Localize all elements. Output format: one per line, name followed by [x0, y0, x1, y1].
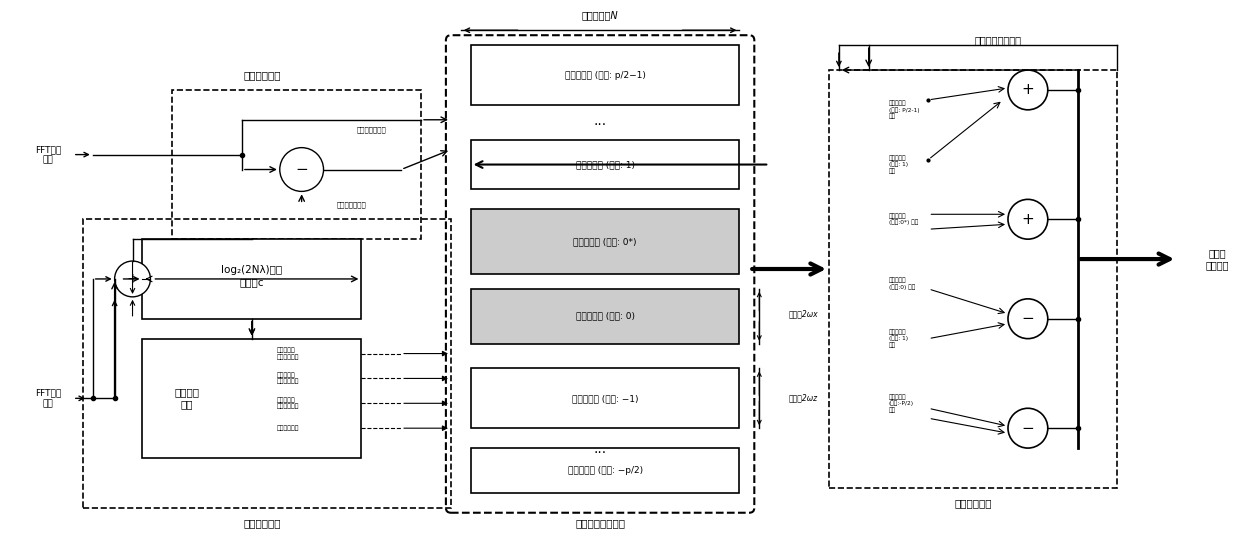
- Text: +: +: [1022, 212, 1034, 227]
- Text: FFT输出
数据: FFT输出 数据: [35, 145, 61, 164]
- Bar: [172, 90, 422, 239]
- Text: ···: ···: [594, 118, 606, 132]
- Circle shape: [280, 148, 324, 191]
- Text: 位宽：2ωx: 位宽：2ωx: [789, 309, 818, 318]
- Bar: [471, 209, 739, 274]
- Text: 基准存储器
读地址及使能: 基准存储器 读地址及使能: [277, 372, 299, 384]
- Text: 增量存储器 (标号: −1): 增量存储器 (标号: −1): [572, 394, 639, 403]
- Text: 存储阵列（两组）: 存储阵列（两组）: [575, 517, 625, 528]
- Text: +: +: [126, 272, 139, 286]
- Text: +: +: [1022, 82, 1034, 98]
- Text: ···: ···: [594, 446, 606, 460]
- Text: 增量存储器
写地址及使能: 增量存储器 写地址及使能: [277, 397, 299, 409]
- Circle shape: [1008, 70, 1048, 110]
- Text: 位宽：2ωz: 位宽：2ωz: [789, 394, 818, 403]
- Text: 增量存储器
(标号: P/2-1)
输出: 增量存储器 (标号: P/2-1) 输出: [889, 100, 919, 119]
- Text: 基准存储器
写地址及使能: 基准存储器 写地址及使能: [277, 348, 299, 360]
- Text: 读地址产生器输出: 读地址产生器输出: [975, 35, 1022, 45]
- Circle shape: [1008, 408, 1048, 448]
- Text: 增量存储器 (标号: −p/2): 增量存储器 (标号: −p/2): [568, 466, 642, 475]
- Text: log₂(2Nλ)比特
计数器c: log₂(2Nλ)比特 计数器c: [222, 265, 283, 287]
- Text: 乒乓控制信号: 乒乓控制信号: [277, 425, 299, 431]
- Bar: [471, 448, 739, 493]
- Text: 基准存储器 (标号: 0): 基准存储器 (标号: 0): [575, 312, 635, 321]
- Text: −: −: [1022, 311, 1034, 326]
- Bar: [471, 289, 739, 344]
- Circle shape: [1008, 299, 1048, 338]
- Bar: [471, 369, 739, 428]
- Text: 信号产生
电路: 信号产生 电路: [175, 388, 200, 409]
- Bar: [143, 338, 361, 458]
- Text: 增量存储器
(标号:-P/2)
输出: 增量存储器 (标号:-P/2) 输出: [889, 394, 914, 413]
- Circle shape: [114, 261, 150, 297]
- Text: 至数据
处理单元: 至数据 处理单元: [1205, 248, 1229, 270]
- Text: 增量存储器
(标号: 1)
输出: 增量存储器 (标号: 1) 输出: [889, 155, 908, 174]
- Text: 地址生成模块: 地址生成模块: [243, 517, 280, 528]
- Text: 基准存储器 (标号: 0*): 基准存储器 (标号: 0*): [573, 237, 637, 246]
- Text: −: −: [1022, 420, 1034, 436]
- Bar: [83, 219, 451, 508]
- Text: −: −: [295, 162, 308, 177]
- Bar: [828, 70, 1117, 488]
- Bar: [143, 239, 361, 319]
- Text: 基准存储器
(标号:0*) 输出: 基准存储器 (标号:0*) 输出: [889, 213, 918, 225]
- Text: 数据恢复模块: 数据恢复模块: [955, 498, 992, 508]
- Bar: [471, 140, 739, 189]
- Text: 增量存储器
(标号: 1)
输出: 增量存储器 (标号: 1) 输出: [889, 329, 908, 348]
- Text: 基准存储器
(标号:0) 输出: 基准存储器 (标号:0) 输出: [889, 278, 915, 290]
- Text: 存储深度：N: 存储深度：N: [582, 10, 619, 20]
- Bar: [471, 45, 739, 105]
- Circle shape: [1008, 199, 1048, 239]
- Text: 增量存储器 (标号: 1): 增量存储器 (标号: 1): [575, 160, 635, 169]
- Text: 数据差分模块: 数据差分模块: [243, 70, 280, 80]
- Text: 基准存储器输出: 基准存储器输出: [336, 201, 366, 208]
- Text: FFT输出
使能: FFT输出 使能: [35, 389, 61, 408]
- Text: 增量存储器输入: 增量存储器输入: [356, 127, 386, 133]
- Text: 增量存储器 (标号: p/2−1): 增量存储器 (标号: p/2−1): [564, 71, 646, 80]
